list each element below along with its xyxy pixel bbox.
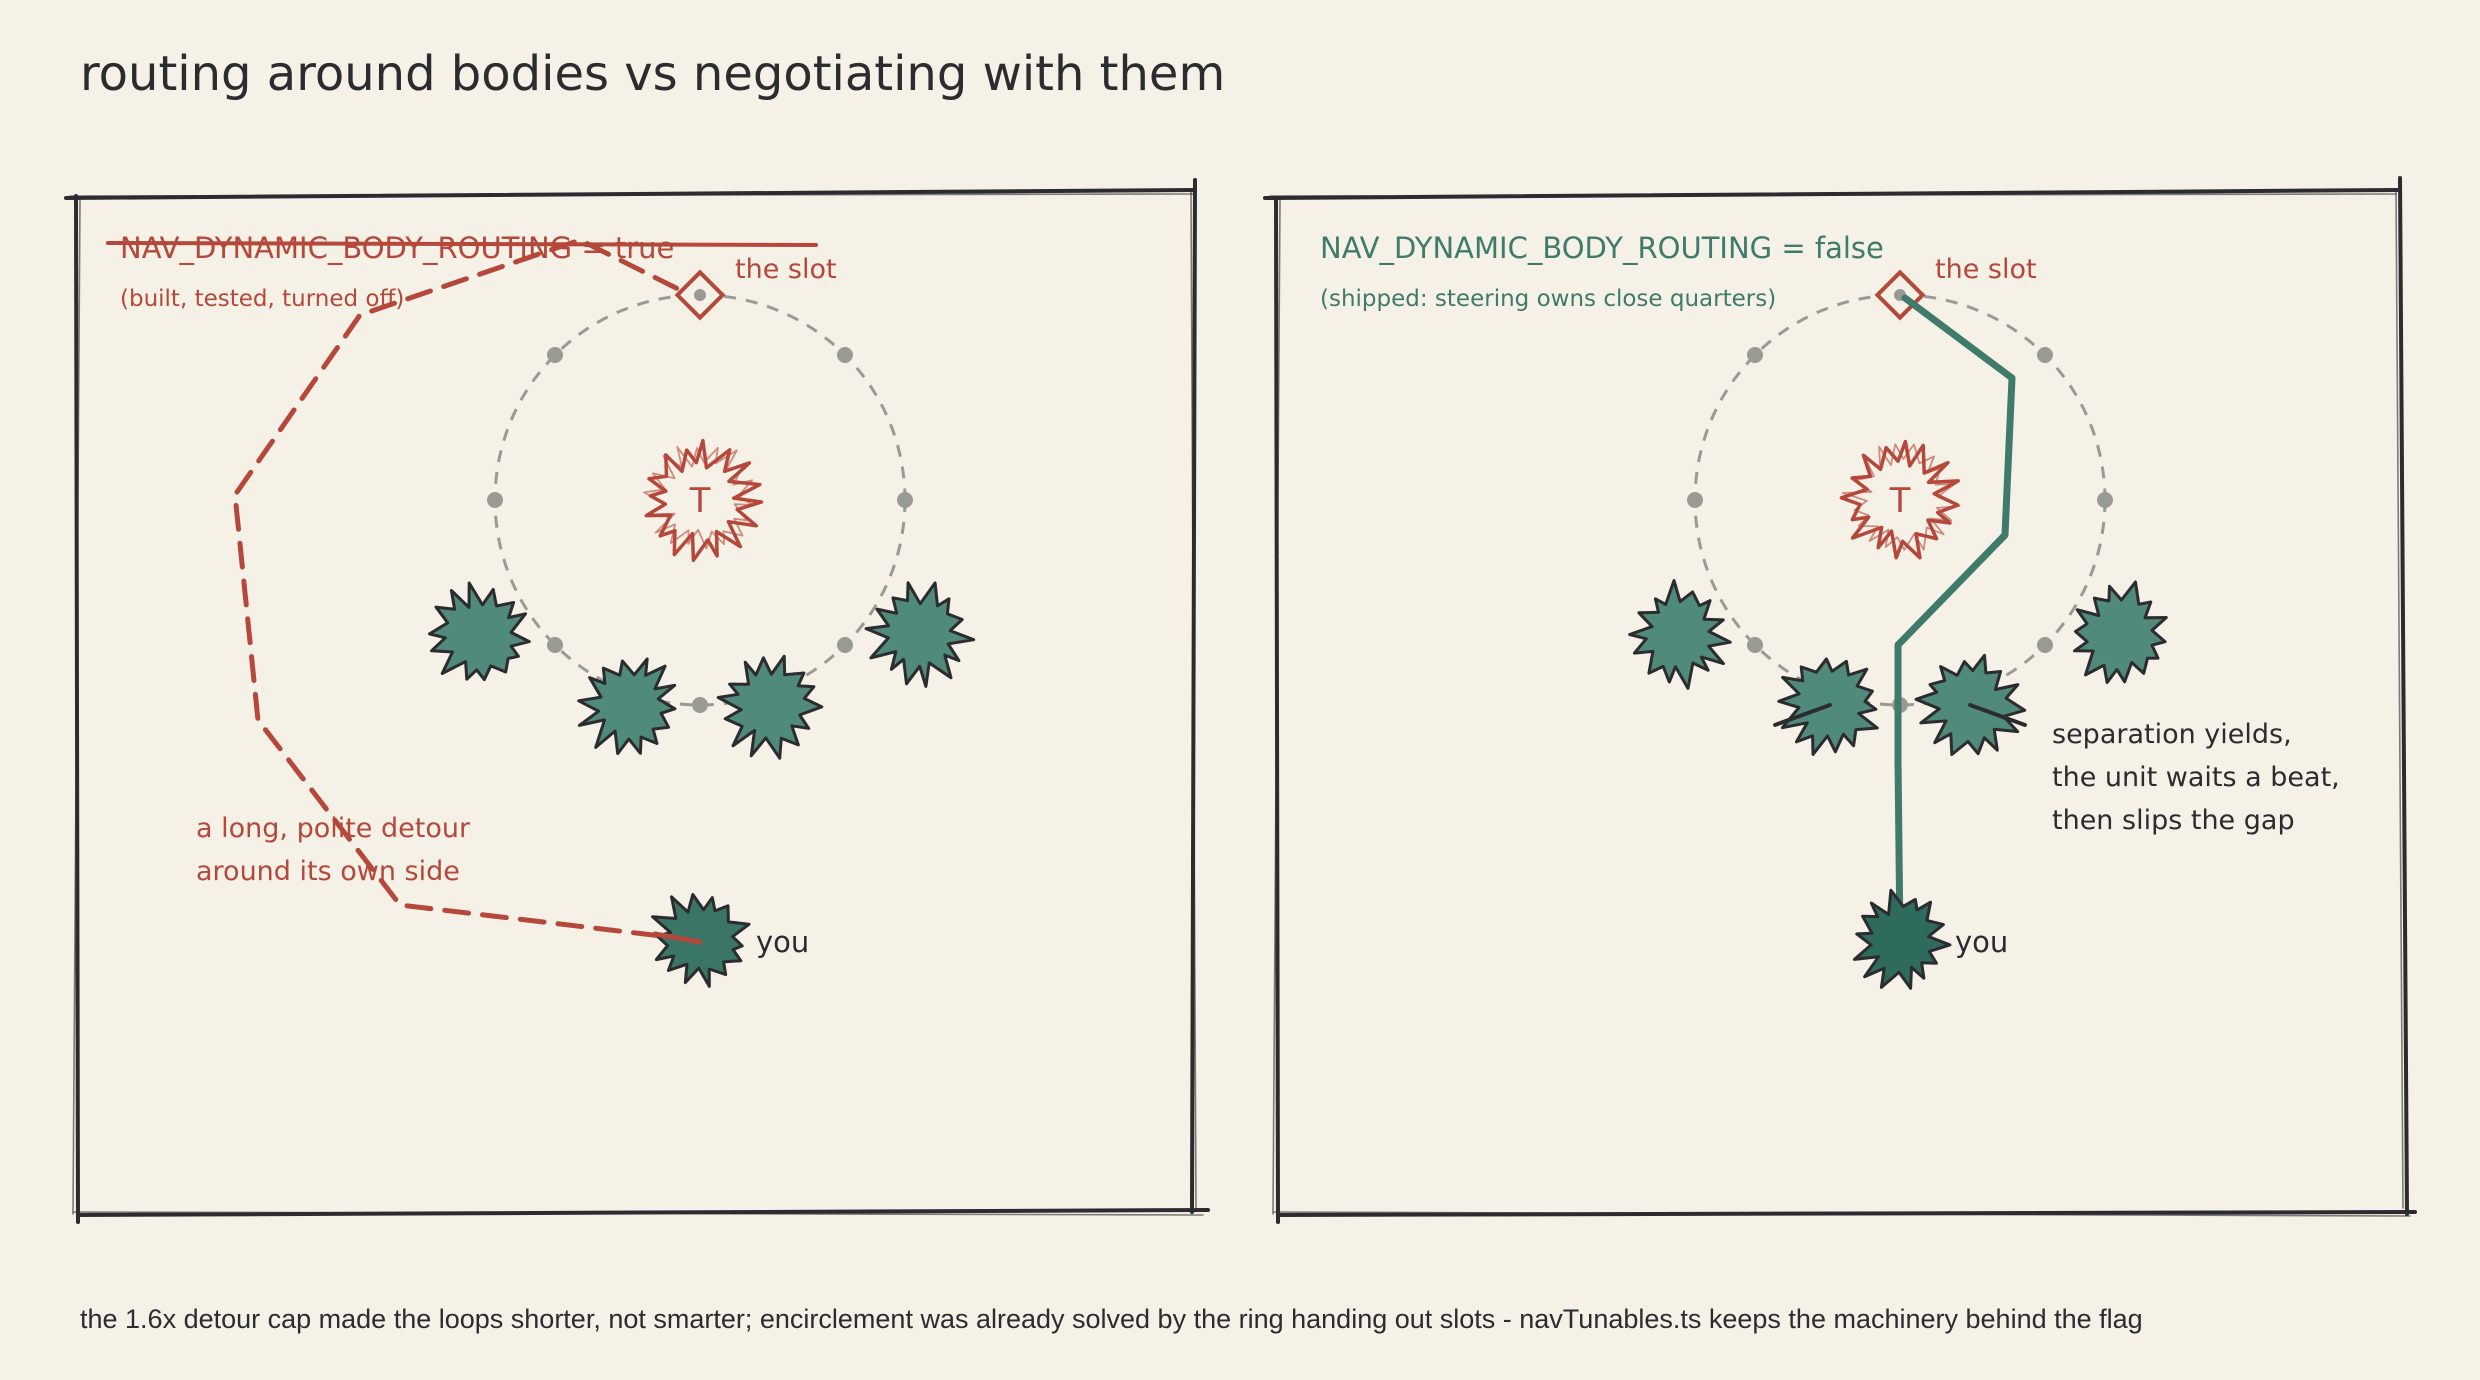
target-label: T (689, 481, 711, 521)
unit-icon (577, 657, 677, 756)
flag-label: NAV_DYNAMIC_BODY_ROUTING = true (120, 231, 674, 265)
target-icon: T (643, 438, 764, 563)
panel-left: T the slot (64, 178, 1210, 1224)
slot-label: the slot (1935, 254, 2037, 285)
diamond-slot-icon (674, 269, 726, 321)
target-label: T (1889, 481, 1911, 521)
panel-left-frame (64, 178, 1210, 1224)
flag-label: NAV_DYNAMIC_BODY_ROUTING = false (1320, 231, 1884, 265)
separation-annotation-line-3: then slips the gap (2052, 805, 2295, 836)
unit-icon (2073, 580, 2168, 684)
negotiate-path (1894, 294, 2016, 944)
unit-label: you (756, 925, 809, 959)
separation-annotation-line-2: the unit waits a beat, (2052, 762, 2340, 793)
panel-right-frame (1263, 176, 2417, 1224)
flag-sub-label: (shipped: steering owns close quarters) (1320, 286, 1776, 312)
diamond-slot-icon (1874, 269, 1926, 321)
slot-label: the slot (735, 254, 837, 285)
panel-right: T the slot (1263, 176, 2417, 1224)
player-unit-icon (1852, 888, 1952, 990)
unit-icon-yielding (1914, 653, 2027, 756)
flag-sub-label: (built, tested, turned off) (120, 286, 404, 312)
unit-icon-yielding (1773, 657, 1879, 756)
unit-label: you (1955, 925, 2008, 959)
detour-path-end (652, 931, 703, 945)
unit-icon (428, 581, 531, 682)
unit-icon (864, 581, 976, 688)
friendly-units (428, 581, 976, 760)
separation-annotation-line-1: separation yields, (2052, 719, 2292, 750)
detour-annotation-line-1: a long, polite detour (196, 813, 471, 844)
footer-caption: the 1.6x detour cap made the loops short… (80, 1304, 2143, 1334)
target-icon: T (1839, 439, 1961, 560)
friendly-units (1628, 579, 2168, 756)
strikethrough-line (106, 241, 818, 247)
page-title: routing around bodies vs negotiating wit… (80, 46, 1225, 102)
unit-icon (716, 654, 824, 760)
unit-icon (1628, 579, 1732, 690)
detour-annotation-line-2: around its own side (196, 856, 460, 887)
